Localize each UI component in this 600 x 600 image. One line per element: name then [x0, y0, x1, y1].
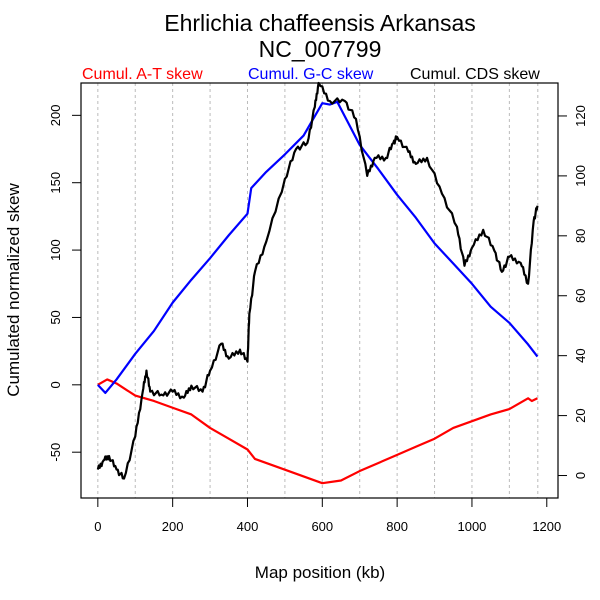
x-tick-label: 200 — [162, 519, 184, 534]
y2-tick-label: 60 — [573, 289, 588, 303]
y-tick-label: -50 — [48, 443, 63, 462]
y-axis-left: -50 0 50 100 150 200 — [48, 104, 81, 462]
x-tick-label: 1000 — [457, 519, 486, 534]
x-tick-label: 800 — [386, 519, 408, 534]
cds-skew-line — [96, 81, 539, 480]
gridlines — [97, 83, 539, 498]
y2-tick-label: 120 — [573, 105, 588, 127]
legend-cds-skew: Cumul. CDS skew — [410, 66, 540, 83]
x-axis: 0 200 400 600 800 1000 1200 — [94, 498, 561, 534]
y2-tick-label: 20 — [573, 408, 588, 422]
x-tick-label: 600 — [311, 519, 333, 534]
y-tick-label: 200 — [48, 104, 63, 126]
y2-tick-label: 100 — [573, 165, 588, 187]
y2-tick-label: 40 — [573, 348, 588, 362]
x-tick-label: 1200 — [532, 519, 561, 534]
y-axis-label: Cumulated normalized skew — [4, 183, 23, 397]
x-axis-label: Map position (kb) — [255, 563, 385, 582]
y2-tick-label: 80 — [573, 229, 588, 243]
chart-title: Ehrlichia chaffeensis Arkansas — [164, 10, 476, 36]
at-skew-line — [97, 378, 538, 485]
legend-gc-skew: Cumul. G-C skew — [248, 66, 374, 83]
plot-frame — [80, 82, 559, 499]
series-lines — [96, 81, 539, 485]
x-tick-label: 400 — [237, 519, 259, 534]
y-tick-label: 50 — [48, 310, 63, 324]
y-tick-label: 0 — [48, 381, 63, 388]
x-tick-label: 0 — [94, 519, 101, 534]
y-tick-label: 150 — [48, 172, 63, 194]
y-axis-right: 0 20 40 60 80 100 120 — [558, 105, 588, 479]
legend-at-skew: Cumul. A-T skew — [82, 66, 203, 83]
chart-subtitle: NC_007799 — [259, 36, 382, 62]
y-tick-label: 100 — [48, 239, 63, 261]
y2-tick-label: 0 — [573, 472, 588, 479]
